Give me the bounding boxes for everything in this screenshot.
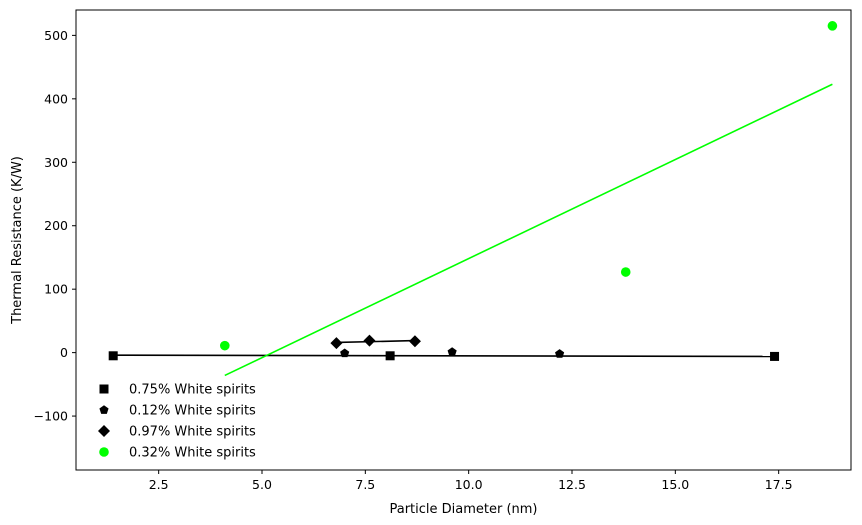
legend-marker	[99, 447, 109, 457]
legend-marker	[98, 425, 110, 437]
data-point	[447, 347, 457, 356]
x-tick-label: 2.5	[149, 477, 169, 492]
x-tick-label: 12.5	[558, 477, 586, 492]
x-axis-label: Particle Diameter (nm)	[389, 502, 537, 517]
fit-lines	[113, 83, 833, 377]
x-tick-label: 10.0	[455, 477, 483, 492]
y-tick-label: −100	[34, 409, 68, 424]
fit-line	[113, 354, 775, 358]
data-point	[408, 335, 421, 348]
x-tick-label: 7.5	[355, 477, 375, 492]
data-point	[340, 348, 350, 358]
data-point	[770, 351, 780, 361]
legend-marker	[99, 384, 109, 394]
y-tick-label: 300	[44, 155, 68, 170]
y-tick-label: 0	[60, 345, 68, 360]
legend-label: 0.97% White spirits	[129, 425, 256, 440]
y-axis-label: Thermal Resistance (K/W)	[10, 156, 25, 325]
data-point	[385, 351, 395, 361]
data-point	[620, 267, 631, 277]
fit-line	[224, 83, 833, 377]
y-tick-label: 100	[44, 282, 68, 297]
x-tick-label: 15.0	[661, 477, 689, 492]
legend-marker	[99, 405, 109, 414]
plot-area	[76, 10, 851, 470]
data-point	[330, 337, 343, 350]
data-points	[108, 21, 838, 361]
y-axis: −100 0 100 200 300 400 500	[34, 28, 76, 424]
data-point	[363, 334, 376, 347]
legend: 0.75% White spirits 0.12% White spirits 0.…	[98, 383, 256, 461]
y-tick-label: 400	[44, 91, 68, 106]
y-tick-label: 200	[44, 218, 68, 233]
y-tick-label: 500	[44, 28, 68, 43]
legend-label: 0.12% White spirits	[129, 404, 256, 419]
legend-label: 0.75% White spirits	[129, 383, 256, 398]
plot-frame	[75, 9, 852, 471]
data-point	[827, 21, 838, 31]
x-axis: 2.5 5.0 7.5 10.0 12.5 15.0 17.5	[149, 470, 793, 492]
fit-line	[336, 339, 415, 344]
x-tick-label: 5.0	[252, 477, 272, 492]
data-point	[555, 349, 565, 358]
data-point	[108, 351, 118, 361]
x-tick-label: 17.5	[765, 477, 793, 492]
data-point	[220, 340, 230, 351]
legend-label: 0.32% White spirits	[129, 446, 256, 461]
